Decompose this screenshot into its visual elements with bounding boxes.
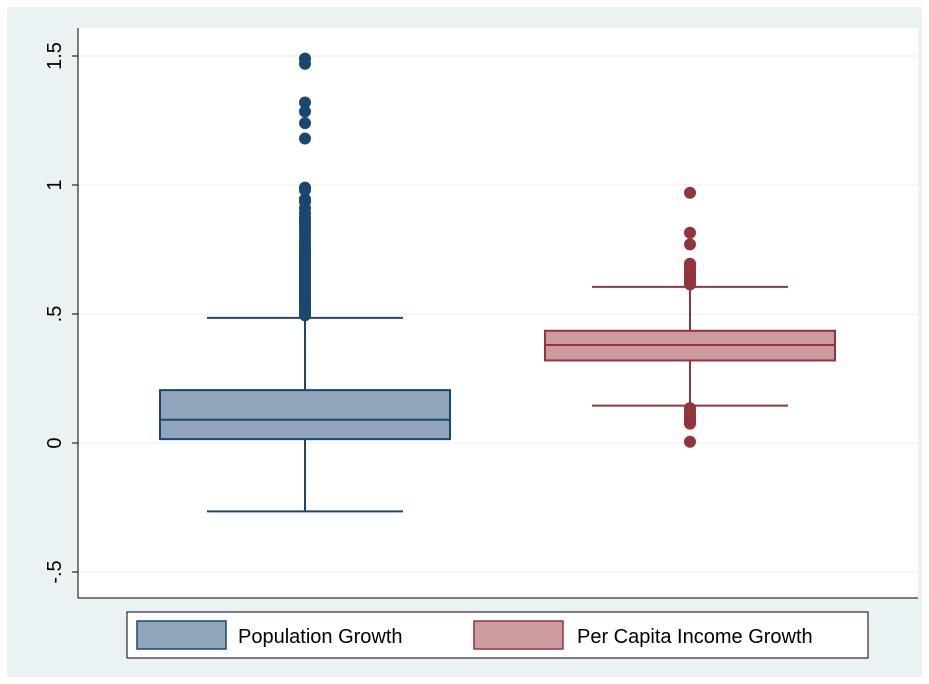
outlier-point (299, 193, 311, 206)
y-tick-label: .5 (44, 306, 66, 323)
y-tick-label: 1.5 (44, 42, 66, 70)
y-tick-label: -.5 (44, 560, 66, 583)
legend-label-population-growth: Population Growth (238, 626, 403, 648)
outlier-point (299, 96, 311, 109)
y-tick-label: 0 (44, 437, 66, 448)
legend-key-per-capita-income-growth (473, 620, 564, 650)
outlier-point (299, 181, 311, 194)
legend-key-population-growth (136, 620, 227, 650)
outlier-point (299, 117, 311, 130)
boxes (159, 52, 836, 513)
outlier-point (299, 132, 311, 145)
box-series (544, 186, 836, 448)
gridlines (78, 55, 918, 573)
outlier-point (299, 105, 311, 118)
legend-label-per-capita-income-growth: Per Capita Income Growth (577, 626, 813, 648)
y-axis-ticks: -.5 0 .5 1 1.5 (44, 42, 78, 584)
outlier-point (684, 238, 696, 251)
outlier-point (684, 257, 696, 270)
outlier-point (299, 52, 311, 65)
outlier-point (684, 186, 696, 199)
plot-area (78, 28, 918, 598)
legend: Population Growth Per Capita Income Grow… (126, 611, 869, 659)
outlier-point (684, 226, 696, 239)
outlier-point (684, 402, 696, 415)
box-series (159, 52, 451, 513)
outlier-point (684, 435, 696, 448)
box-iqr (159, 389, 451, 441)
y-tick-label: 1 (44, 179, 66, 190)
